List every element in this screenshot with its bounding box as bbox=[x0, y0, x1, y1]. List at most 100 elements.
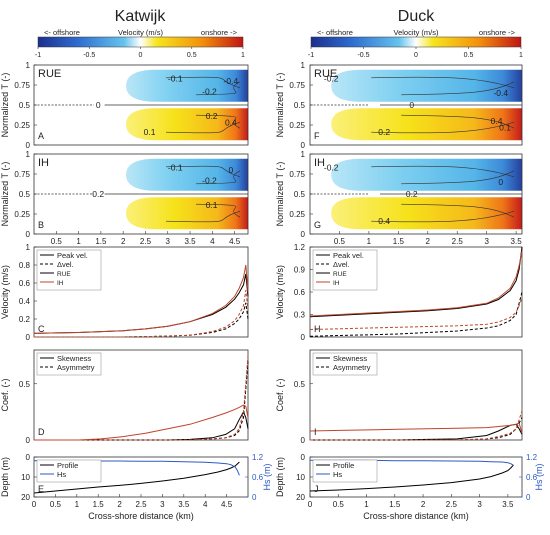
colorbar-tick-label: -0.5 bbox=[357, 52, 369, 59]
x-tick-label: 0.5 bbox=[50, 500, 62, 509]
y-tick-label: 0 bbox=[301, 230, 306, 239]
contour-line bbox=[166, 210, 241, 223]
x-tick-label: 3.5 bbox=[511, 237, 523, 246]
contour-label: 0.4 bbox=[378, 216, 390, 226]
contour-label: -0.2 bbox=[324, 74, 339, 84]
y-tick-label: 0.25 bbox=[14, 121, 30, 130]
y-tick-label: 0.25 bbox=[14, 210, 30, 219]
colorbar-tick-label: -0.5 bbox=[83, 52, 95, 59]
y-axis-label: Coef. (-) bbox=[0, 378, 10, 411]
right-y-tick-label: 0 bbox=[526, 493, 531, 502]
legend-label: IH bbox=[333, 280, 340, 287]
x-tick-label: 3 bbox=[160, 500, 165, 509]
colorbar: <- offshore onshore -> Velocity (m/s) -1 -0.… bbox=[35, 28, 245, 59]
legend-box bbox=[312, 249, 378, 291]
y-tick-label: 0.5 bbox=[294, 101, 306, 110]
contour-label: 0.2 bbox=[406, 189, 418, 199]
y-tick-label: 10 bbox=[21, 473, 30, 482]
legend-label: Δvel. bbox=[57, 260, 74, 269]
x-tick-label: 2.5 bbox=[140, 237, 152, 246]
contour-label: 0 bbox=[498, 177, 503, 187]
y-axis-label: Depth (m) bbox=[0, 457, 10, 497]
method-label: IH bbox=[314, 157, 325, 169]
contour-label: -0.1 bbox=[168, 163, 183, 173]
y-tick-label: 1.2 bbox=[294, 243, 306, 252]
right-y-tick-label: 1.2 bbox=[252, 453, 264, 462]
panel-letter: B bbox=[38, 220, 44, 230]
y-tick-label: 0.9 bbox=[294, 266, 306, 275]
colorbar-onshore-label: onshore -> bbox=[201, 28, 238, 37]
x-tick-label: 2 bbox=[421, 500, 426, 509]
series-ih-asymmetry bbox=[34, 355, 249, 441]
x-tick-label: 2 bbox=[121, 237, 126, 246]
line-panel-h: 0 0.3 0.6 0.9 1.2 Velocity (m/s) Peak vel.Δvel… bbox=[275, 243, 523, 342]
contour-label: -0.4 bbox=[224, 76, 239, 86]
legend-label: Profile bbox=[57, 461, 78, 470]
series-ih-vel- bbox=[309, 297, 523, 330]
x-tick-label: 4 bbox=[203, 500, 208, 509]
contour-label: -0.2 bbox=[202, 86, 217, 96]
colorbar-offshore-label: <- offshore bbox=[44, 28, 80, 37]
heatmap-panel-g: -0.2 0 0.2 0.4 0 0.25 0.5 0.75 1 0.5 1 1.5 2 2.5 3 3.5 N… bbox=[275, 150, 523, 246]
y-tick-label: 0 bbox=[301, 141, 306, 150]
right-y-tick-label: 0.6 bbox=[252, 473, 264, 482]
y-tick-label: 0 bbox=[301, 453, 306, 462]
y-tick-label: 0.6 bbox=[19, 279, 31, 288]
y-axis-label: Velocity (m/s) bbox=[0, 265, 10, 319]
x-tick-label: 1 bbox=[76, 237, 81, 246]
series-ih-peak-vel- bbox=[309, 250, 523, 317]
x-tick-label: 4.5 bbox=[221, 500, 233, 509]
panel-letter: E bbox=[38, 484, 44, 494]
x-tick-label: 1.5 bbox=[393, 237, 405, 246]
colorbar: <- offshore onshore -> Velocity (m/s) -1 -0.… bbox=[308, 28, 523, 59]
colorbar-gradient bbox=[310, 36, 522, 48]
y-tick-label: 1 bbox=[301, 150, 306, 159]
right-y-tick-label: 0.6 bbox=[526, 473, 538, 482]
contour-label: 0.2 bbox=[206, 111, 218, 121]
heatmap-panel-a: -0.1 -0.2 -0.4 0 0.2 0.4 0.1 0 0.25 0.5 0.75 1 Norma… bbox=[0, 61, 249, 150]
panel-letter: I bbox=[314, 427, 317, 437]
colorbar-tick-label: 0.5 bbox=[464, 52, 474, 59]
contour-label: -0.1 bbox=[168, 74, 183, 84]
legend: Peak vel.Δvel. RUE IH bbox=[36, 249, 102, 291]
x-tick-label: 3 bbox=[484, 237, 489, 246]
x-tick-label: 2 bbox=[117, 500, 122, 509]
contour-label: 0.2 bbox=[92, 189, 104, 199]
line-panel-c: 0 0.2 0.4 0.6 0.8 1 Velocity (m/s) Peak vel.Δve… bbox=[0, 243, 249, 342]
y-tick-label: 0 bbox=[301, 436, 306, 445]
y-tick-label: 1 bbox=[26, 61, 31, 70]
y-tick-label: 0 bbox=[26, 436, 31, 445]
x-tick-label: 0 bbox=[32, 500, 37, 509]
negative-velocity-field bbox=[331, 158, 522, 191]
y-tick-label: 0.5 bbox=[19, 190, 31, 199]
y-tick-label: 0 bbox=[26, 453, 31, 462]
series-profile bbox=[309, 464, 514, 492]
x-tick-label: 0.5 bbox=[333, 500, 345, 509]
legend-label: Peak vel. bbox=[57, 251, 88, 260]
y-tick-label: 0.5 bbox=[19, 380, 31, 389]
x-tick-label: 3 bbox=[477, 500, 482, 509]
contour-line bbox=[371, 76, 515, 89]
y-tick-label: 1 bbox=[26, 150, 31, 159]
x-tick-label: 2.5 bbox=[135, 500, 147, 509]
colorbar-gradient bbox=[37, 36, 244, 48]
x-tick-label: 1 bbox=[367, 237, 372, 246]
right-y-tick-label: 0 bbox=[252, 493, 257, 502]
legend-label: Asymmetry bbox=[333, 363, 371, 372]
contour-line bbox=[371, 121, 515, 134]
positive-velocity-field bbox=[331, 197, 522, 230]
series-ih-skewness bbox=[309, 422, 523, 434]
y-tick-label: 0.75 bbox=[289, 170, 305, 179]
panel-letter: H bbox=[314, 324, 321, 334]
column-title: Katwijk bbox=[115, 8, 167, 25]
y-tick-label: 0.8 bbox=[19, 261, 31, 270]
x-tick-label: 3.5 bbox=[178, 500, 190, 509]
contour-label: 0 bbox=[229, 165, 234, 175]
panel-letter: F bbox=[314, 131, 320, 141]
heatmap-panel-b: -0.1 -0.2 0 0.2 0.1 0 0.25 0.5 0.75 1 0.5 1 1.5 2 2.5 3… bbox=[0, 150, 249, 246]
y-tick-label: 0.5 bbox=[19, 101, 31, 110]
y-tick-label: 20 bbox=[296, 493, 305, 502]
